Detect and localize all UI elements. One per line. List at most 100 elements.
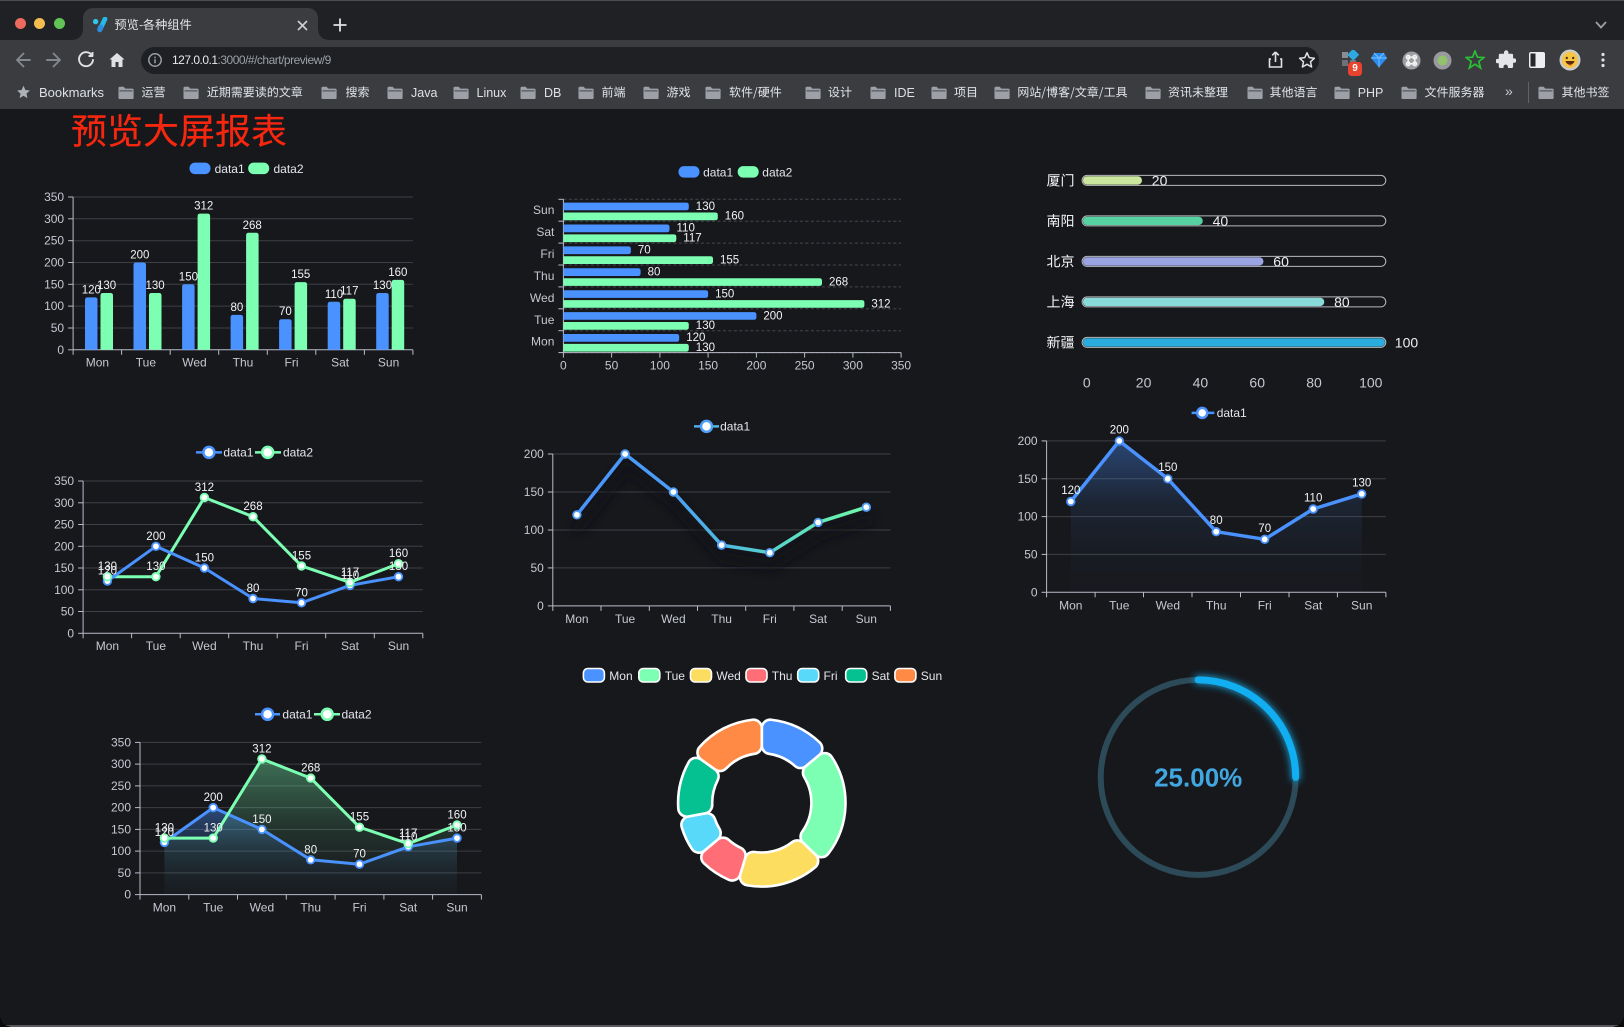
svg-text:Sat: Sat xyxy=(809,612,828,626)
svg-text:100: 100 xyxy=(524,523,544,537)
svg-text:Fri: Fri xyxy=(824,669,838,683)
svg-text:110: 110 xyxy=(1304,493,1322,505)
svg-text:200: 200 xyxy=(130,250,149,262)
svg-text:130: 130 xyxy=(98,561,117,573)
svg-text:300: 300 xyxy=(44,212,64,226)
svg-text:160: 160 xyxy=(725,211,744,223)
svg-text:Wed: Wed xyxy=(1156,598,1180,612)
svg-text:Thu: Thu xyxy=(233,355,254,369)
svg-text:50: 50 xyxy=(530,561,544,575)
svg-text:70: 70 xyxy=(353,849,366,861)
svg-text:data2: data2 xyxy=(274,162,304,176)
svg-text:0: 0 xyxy=(67,626,74,640)
svg-text:Fri: Fri xyxy=(540,247,554,261)
svg-text:130: 130 xyxy=(146,280,165,292)
svg-text:130: 130 xyxy=(696,201,715,213)
svg-text:300: 300 xyxy=(54,496,74,510)
svg-text:Wed: Wed xyxy=(530,291,554,305)
svg-text:120: 120 xyxy=(686,332,705,344)
svg-text:Fri: Fri xyxy=(763,612,777,626)
svg-text:Mon: Mon xyxy=(96,639,119,653)
svg-text:data1: data1 xyxy=(720,420,750,434)
svg-text:300: 300 xyxy=(111,757,131,771)
svg-text:Wed: Wed xyxy=(250,901,274,915)
svg-text:155: 155 xyxy=(350,812,369,824)
svg-text:Sun: Sun xyxy=(921,669,942,683)
svg-text:110: 110 xyxy=(399,831,417,843)
svg-text:Mon: Mon xyxy=(153,901,176,915)
svg-text:150: 150 xyxy=(698,359,718,373)
svg-text:130: 130 xyxy=(146,561,165,573)
svg-text:Sun: Sun xyxy=(388,639,409,653)
svg-text:200: 200 xyxy=(204,792,223,804)
svg-text:20: 20 xyxy=(1152,172,1168,188)
svg-text:100: 100 xyxy=(111,844,131,858)
svg-text:130: 130 xyxy=(696,320,715,332)
svg-text:100: 100 xyxy=(650,359,670,373)
svg-text:117: 117 xyxy=(341,567,359,579)
svg-text:130: 130 xyxy=(447,823,466,835)
svg-text:80: 80 xyxy=(1334,294,1350,310)
svg-text:200: 200 xyxy=(1110,424,1129,436)
svg-text:Wed: Wed xyxy=(192,639,216,653)
svg-text:80: 80 xyxy=(1210,515,1223,527)
svg-text:130: 130 xyxy=(155,823,174,835)
svg-text:Tue: Tue xyxy=(534,313,555,327)
svg-text:200: 200 xyxy=(746,359,766,373)
svg-text:Fri: Fri xyxy=(295,639,309,653)
svg-text:312: 312 xyxy=(195,482,214,494)
svg-text:40: 40 xyxy=(1213,213,1229,229)
svg-text:200: 200 xyxy=(763,310,782,322)
svg-text:120: 120 xyxy=(155,827,174,839)
svg-text:0: 0 xyxy=(537,599,544,613)
svg-text:50: 50 xyxy=(61,605,75,619)
svg-text:130: 130 xyxy=(97,280,116,292)
svg-text:130: 130 xyxy=(373,280,392,292)
svg-text:300: 300 xyxy=(843,359,863,373)
svg-text:268: 268 xyxy=(301,763,320,775)
svg-text:Thu: Thu xyxy=(711,612,732,626)
svg-text:312: 312 xyxy=(194,201,213,213)
svg-text:Sun: Sun xyxy=(856,612,877,626)
svg-text:200: 200 xyxy=(1018,434,1038,448)
svg-text:155: 155 xyxy=(291,269,310,281)
svg-text:268: 268 xyxy=(829,276,848,288)
svg-text:50: 50 xyxy=(51,321,65,335)
svg-text:150: 150 xyxy=(111,822,131,836)
svg-text:70: 70 xyxy=(295,587,308,599)
svg-text:150: 150 xyxy=(715,288,734,300)
svg-text:100: 100 xyxy=(1018,510,1038,524)
svg-text:117: 117 xyxy=(340,286,358,298)
svg-text:data1: data1 xyxy=(215,162,245,176)
svg-text:Mon: Mon xyxy=(565,612,588,626)
svg-text:Tue: Tue xyxy=(136,355,157,369)
svg-text:268: 268 xyxy=(243,220,262,232)
svg-text:data2: data2 xyxy=(342,708,372,722)
svg-text:250: 250 xyxy=(111,779,131,793)
svg-text:150: 150 xyxy=(524,485,544,499)
svg-text:0: 0 xyxy=(1083,375,1091,391)
svg-text:data1: data1 xyxy=(282,708,312,722)
svg-text:data2: data2 xyxy=(762,165,792,179)
svg-text:Tue: Tue xyxy=(146,639,167,653)
svg-text:Fri: Fri xyxy=(285,355,299,369)
svg-text:130: 130 xyxy=(204,823,223,835)
svg-text:Mon: Mon xyxy=(1059,598,1082,612)
svg-text:50: 50 xyxy=(1024,547,1038,561)
svg-text:Sat: Sat xyxy=(1304,598,1323,612)
svg-text:Thu: Thu xyxy=(772,669,793,683)
svg-text:Sun: Sun xyxy=(1351,598,1372,612)
svg-text:data1: data1 xyxy=(703,165,733,179)
svg-text:data1: data1 xyxy=(223,446,253,460)
svg-text:Sat: Sat xyxy=(341,639,360,653)
svg-text:130: 130 xyxy=(696,342,715,354)
svg-text:155: 155 xyxy=(720,255,739,267)
svg-text:20: 20 xyxy=(1136,375,1152,391)
svg-text:Sun: Sun xyxy=(378,355,399,369)
svg-text:80: 80 xyxy=(648,267,661,279)
svg-text:150: 150 xyxy=(44,277,64,291)
svg-text:60: 60 xyxy=(1249,375,1265,391)
svg-text:160: 160 xyxy=(447,810,466,822)
svg-text:117: 117 xyxy=(399,828,417,840)
svg-text:200: 200 xyxy=(524,447,544,461)
